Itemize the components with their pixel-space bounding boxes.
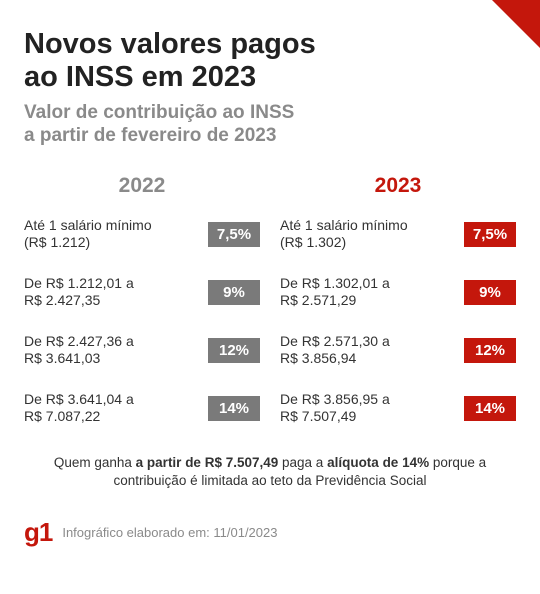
table-row: De R$ 2.571,30 a R$ 3.856,94 12% <box>280 330 516 370</box>
note-mid: paga a <box>278 455 327 470</box>
range-l1: De R$ 2.427,36 a <box>24 333 134 349</box>
range-l1: De R$ 3.641,04 a <box>24 391 134 407</box>
corner-accent <box>492 0 540 48</box>
year-heading-2022: 2022 <box>24 174 260 198</box>
range-l2: R$ 3.641,03 <box>24 350 100 366</box>
rate-badge: 14% <box>208 396 260 421</box>
range-label: De R$ 2.427,36 a R$ 3.641,03 <box>24 333 208 368</box>
range-l2: R$ 2.427,35 <box>24 292 100 308</box>
page-subtitle: Valor de contribuição ao INSS a partir d… <box>24 101 516 149</box>
range-label: De R$ 3.856,95 a R$ 7.507,49 <box>280 391 464 426</box>
range-l2: (R$ 1.212) <box>24 234 90 250</box>
range-label: Até 1 salário mínimo (R$ 1.302) <box>280 217 464 252</box>
subtitle-line1: Valor de contribuição ao INSS <box>24 102 294 123</box>
rate-badge: 14% <box>464 396 516 421</box>
range-l1: De R$ 2.571,30 a <box>280 333 390 349</box>
range-label: De R$ 2.571,30 a R$ 3.856,94 <box>280 333 464 368</box>
note-bold2: alíquota de 14% <box>327 455 429 470</box>
table-row: De R$ 2.427,36 a R$ 3.641,03 12% <box>24 330 260 370</box>
footnote: Quem ganha a partir de R$ 7.507,49 paga … <box>24 454 516 490</box>
table-row: Até 1 salário mínimo (R$ 1.212) 7,5% <box>24 214 260 254</box>
rate-badge: 9% <box>208 280 260 305</box>
title-line1: Novos valores pagos <box>24 28 316 60</box>
column-2023: 2023 Até 1 salário mínimo (R$ 1.302) 7,5… <box>280 174 516 446</box>
range-l1: Até 1 salário mínimo <box>24 217 152 233</box>
column-2022: 2022 Até 1 salário mínimo (R$ 1.212) 7,5… <box>24 174 260 446</box>
footer: g1 Infográfico elaborado em: 11/01/2023 <box>24 517 516 548</box>
table-row: Até 1 salário mínimo (R$ 1.302) 7,5% <box>280 214 516 254</box>
table-row: De R$ 1.302,01 a R$ 2.571,29 9% <box>280 272 516 312</box>
range-l1: De R$ 1.302,01 a <box>280 275 390 291</box>
range-label: De R$ 1.302,01 a R$ 2.571,29 <box>280 275 464 310</box>
subtitle-line2: a partir de fevereiro de 2023 <box>24 125 276 146</box>
rate-badge: 12% <box>208 338 260 363</box>
rate-badge: 12% <box>464 338 516 363</box>
year-heading-2023: 2023 <box>280 174 516 198</box>
range-l2: (R$ 1.302) <box>280 234 346 250</box>
table-row: De R$ 1.212,01 a R$ 2.427,35 9% <box>24 272 260 312</box>
range-label: Até 1 salário mínimo (R$ 1.212) <box>24 217 208 252</box>
rate-badge: 7,5% <box>464 222 516 247</box>
credit-text: Infográfico elaborado em: 11/01/2023 <box>62 525 277 540</box>
rate-badge: 7,5% <box>208 222 260 247</box>
note-pre: Quem ganha <box>54 455 136 470</box>
range-l2: R$ 7.087,22 <box>24 408 100 424</box>
range-l1: Até 1 salário mínimo <box>280 217 408 233</box>
title-line2: ao INSS em 2023 <box>24 61 256 93</box>
table-row: De R$ 3.856,95 a R$ 7.507,49 14% <box>280 388 516 428</box>
range-l1: De R$ 3.856,95 a <box>280 391 390 407</box>
range-label: De R$ 3.641,04 a R$ 7.087,22 <box>24 391 208 426</box>
page-title: Novos valores pagos ao INSS em 2023 <box>24 28 516 95</box>
range-l2: R$ 2.571,29 <box>280 292 356 308</box>
note-bold1: a partir de R$ 7.507,49 <box>136 455 279 470</box>
table-row: De R$ 3.641,04 a R$ 7.087,22 14% <box>24 388 260 428</box>
rate-badge: 9% <box>464 280 516 305</box>
range-l2: R$ 7.507,49 <box>280 408 356 424</box>
comparison-columns: 2022 Até 1 salário mínimo (R$ 1.212) 7,5… <box>24 174 516 446</box>
range-label: De R$ 1.212,01 a R$ 2.427,35 <box>24 275 208 310</box>
range-l2: R$ 3.856,94 <box>280 350 356 366</box>
range-l1: De R$ 1.212,01 a <box>24 275 134 291</box>
logo-g1: g1 <box>24 517 52 548</box>
